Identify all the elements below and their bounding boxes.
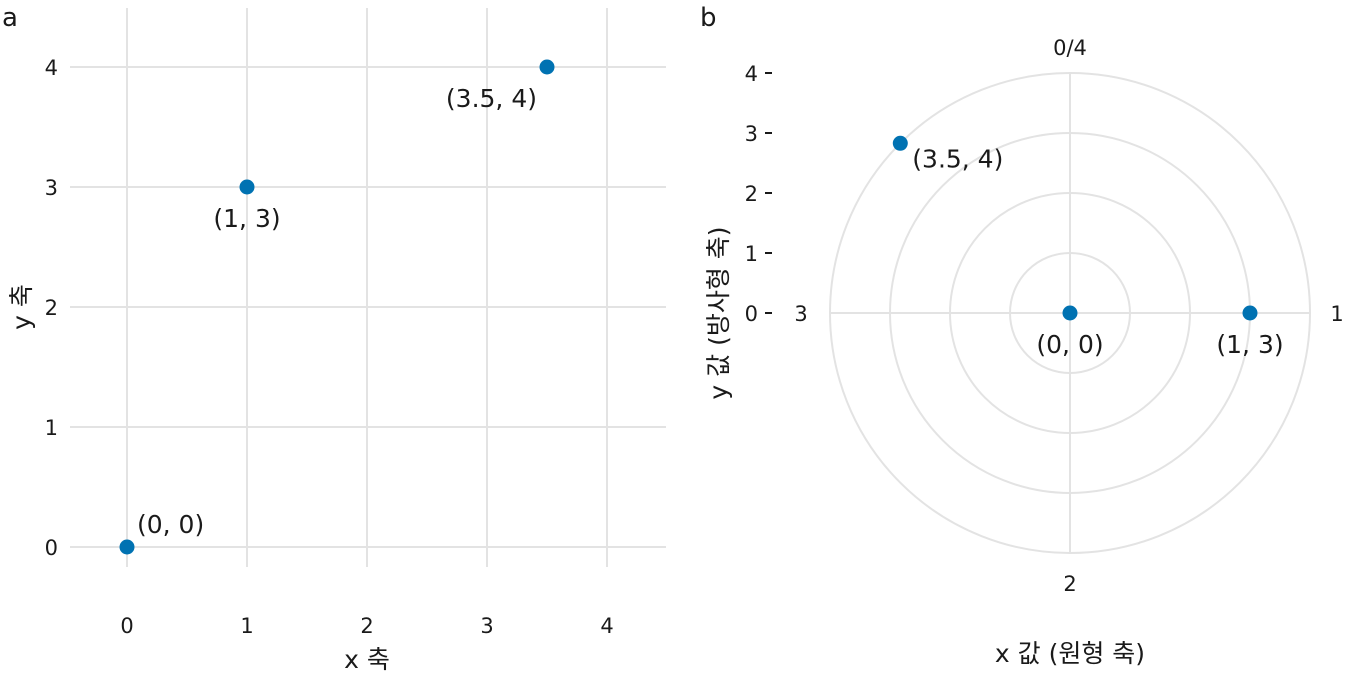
theta-tick-label: 3 bbox=[794, 302, 807, 326]
y-axis-label: y 축 bbox=[7, 284, 36, 330]
x-tick-label: 4 bbox=[600, 614, 613, 638]
r-tick-label: 4 bbox=[745, 62, 758, 86]
panel-label-b: b bbox=[700, 3, 717, 33]
data-label: (0, 0) bbox=[137, 510, 204, 539]
theta-tick-label: 0/4 bbox=[1053, 36, 1087, 60]
theta-tick-label: 1 bbox=[1330, 302, 1343, 326]
y-tick-label: 1 bbox=[45, 416, 58, 440]
x-tick-label: 0 bbox=[120, 614, 133, 638]
r-tick-label: 1 bbox=[745, 242, 758, 266]
y-tick-label: 2 bbox=[45, 296, 58, 320]
x-tick-label: 3 bbox=[480, 614, 493, 638]
data-point bbox=[239, 179, 255, 195]
panel-label-a: a bbox=[2, 3, 18, 33]
data-label: (0, 0) bbox=[1036, 330, 1103, 359]
r-tick-label: 2 bbox=[745, 182, 758, 206]
x-tick-label: 2 bbox=[360, 614, 373, 638]
r-tick-label: 3 bbox=[745, 122, 758, 146]
data-point bbox=[1062, 305, 1078, 321]
data-point bbox=[1242, 305, 1258, 321]
data-label: (3.5, 4) bbox=[912, 144, 1003, 173]
y-axis-label: y 값 (방사형 축) bbox=[704, 226, 733, 399]
data-point bbox=[539, 59, 555, 75]
data-point bbox=[119, 539, 135, 555]
x-tick-label: 1 bbox=[240, 614, 253, 638]
x-axis-label: x 축 bbox=[344, 645, 390, 674]
x-axis-label: x 값 (원형 축) bbox=[995, 639, 1145, 668]
data-label: (1, 3) bbox=[213, 204, 280, 233]
theta-tick-label: 2 bbox=[1063, 572, 1076, 596]
y-tick-label: 4 bbox=[45, 56, 58, 80]
data-label: (3.5, 4) bbox=[446, 84, 537, 113]
data-label: (1, 3) bbox=[1216, 330, 1283, 359]
y-tick-label: 3 bbox=[45, 176, 58, 200]
y-tick-label: 0 bbox=[45, 536, 58, 560]
r-tick-label: 0 bbox=[745, 302, 758, 326]
data-point bbox=[892, 135, 908, 151]
